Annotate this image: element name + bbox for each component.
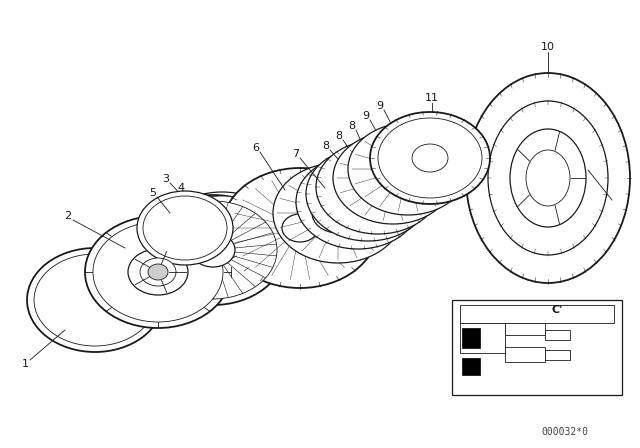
Text: 10: 10 — [541, 42, 555, 52]
Ellipse shape — [155, 192, 289, 294]
Text: 5: 5 — [150, 188, 157, 198]
Ellipse shape — [273, 163, 403, 263]
Text: 6: 6 — [253, 143, 259, 153]
Text: 11: 11 — [425, 93, 439, 103]
Bar — [462, 358, 480, 375]
Ellipse shape — [160, 196, 284, 290]
Ellipse shape — [412, 144, 448, 172]
Bar — [545, 330, 570, 340]
Ellipse shape — [149, 201, 277, 299]
Ellipse shape — [222, 168, 378, 288]
Ellipse shape — [356, 170, 400, 204]
Ellipse shape — [306, 147, 430, 241]
Bar — [462, 328, 480, 348]
Ellipse shape — [346, 177, 390, 211]
Bar — [505, 323, 545, 335]
Ellipse shape — [27, 248, 163, 352]
Bar — [545, 350, 570, 360]
Ellipse shape — [369, 160, 417, 196]
Ellipse shape — [148, 264, 168, 280]
Ellipse shape — [526, 150, 570, 206]
Ellipse shape — [191, 233, 235, 267]
Text: 4: 4 — [177, 183, 184, 193]
Ellipse shape — [510, 129, 586, 227]
Ellipse shape — [336, 185, 380, 219]
Ellipse shape — [85, 216, 231, 328]
Ellipse shape — [137, 191, 233, 265]
Text: 8: 8 — [348, 121, 356, 131]
Ellipse shape — [141, 195, 285, 305]
Bar — [505, 347, 545, 362]
Ellipse shape — [348, 123, 468, 215]
Ellipse shape — [370, 112, 490, 204]
Text: 2: 2 — [65, 211, 72, 221]
Ellipse shape — [143, 196, 227, 260]
Ellipse shape — [333, 132, 453, 224]
Text: 1: 1 — [22, 359, 29, 369]
Text: C': C' — [552, 305, 563, 315]
Text: 9: 9 — [376, 101, 383, 111]
Ellipse shape — [93, 222, 223, 322]
Bar — [452, 300, 622, 395]
Ellipse shape — [312, 193, 364, 233]
Ellipse shape — [466, 73, 630, 283]
Ellipse shape — [34, 254, 156, 346]
Ellipse shape — [296, 155, 420, 249]
Text: 8: 8 — [335, 131, 342, 141]
Bar — [460, 323, 505, 353]
Ellipse shape — [384, 151, 432, 187]
Text: 8: 8 — [323, 141, 330, 151]
Text: 9: 9 — [362, 111, 369, 121]
Text: 7: 7 — [292, 149, 300, 159]
Text: 000032*0: 000032*0 — [541, 427, 589, 437]
Ellipse shape — [140, 258, 176, 286]
Ellipse shape — [282, 214, 318, 242]
Ellipse shape — [488, 101, 608, 255]
Ellipse shape — [316, 140, 440, 234]
Bar — [460, 305, 614, 323]
Text: 3: 3 — [163, 174, 170, 184]
Ellipse shape — [378, 118, 482, 198]
Ellipse shape — [128, 249, 188, 295]
